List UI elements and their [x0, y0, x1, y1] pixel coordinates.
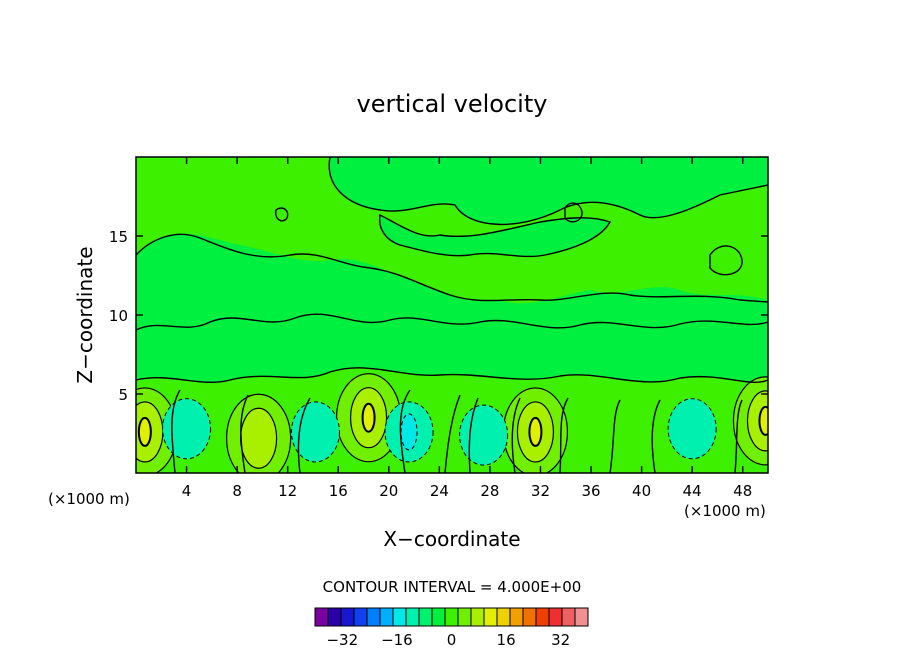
- colorbar-swatch: [340, 607, 355, 627]
- y-tick-label: 5: [118, 386, 128, 404]
- colorbar-swatch: [574, 607, 589, 627]
- x-unit-left: (×1000 m): [48, 490, 130, 508]
- colorbar-swatch: [561, 607, 576, 627]
- x-tick-label: 36: [581, 482, 600, 500]
- x-tick-label: 16: [329, 482, 348, 500]
- contour-line: [275, 202, 743, 276]
- contour-line: [171, 389, 743, 473]
- x-axis: 4 8 12 16 20 24 28 32 36 40 44 48: [182, 157, 752, 500]
- x-axis-label: X−coordinate: [383, 527, 520, 551]
- updraft-mid-contour: [240, 407, 278, 469]
- downdraft-contour: [290, 401, 340, 463]
- x-tick-label: 40: [632, 482, 651, 500]
- colorbar-swatch: [405, 607, 420, 627]
- colorbar-ticks: −32 −16 0 16 32: [326, 631, 570, 649]
- colorbar-swatch: [431, 607, 446, 627]
- contour-line: [136, 233, 768, 303]
- x-tick-label: 4: [182, 482, 192, 500]
- colorbar-swatch: [418, 607, 433, 627]
- colorbar-tick-label: −32: [326, 631, 358, 649]
- colorbar-tick-label: 16: [497, 631, 516, 649]
- contour-lines: [136, 157, 768, 473]
- colorbar-swatch: [392, 607, 407, 627]
- colorbar-swatch: [509, 607, 524, 627]
- downdraft-contour: [667, 398, 717, 460]
- colorbar-tick-label: 0: [447, 631, 457, 649]
- downdraft-contour: [459, 404, 509, 466]
- colorbar: [314, 607, 589, 627]
- contour-line: [136, 313, 768, 331]
- colorbar-tick-label: −16: [381, 631, 413, 649]
- y-tick-label: 15: [109, 228, 128, 246]
- contour-interval-label: CONTOUR INTERVAL = 4.000E+00: [323, 578, 582, 596]
- y-tick-label: 10: [109, 307, 128, 325]
- colorbar-swatch: [327, 607, 342, 627]
- colorbar-swatch: [444, 607, 459, 627]
- y-axis: 5 10 15: [109, 228, 768, 404]
- colorbar-tick-label: 32: [551, 631, 570, 649]
- updraft-core: [361, 402, 376, 433]
- downdraft-core: [400, 413, 418, 451]
- x-tick-label: 20: [379, 482, 398, 500]
- contour-line: [378, 213, 612, 258]
- updraft-core: [758, 405, 768, 436]
- chart-title: vertical velocity: [357, 90, 548, 118]
- colorbar-swatch: [496, 607, 511, 627]
- x-tick-label: 32: [531, 482, 550, 500]
- updraft-core: [528, 416, 543, 447]
- colorbar-swatch: [548, 607, 563, 627]
- x-unit-right: (×1000 m): [684, 502, 766, 520]
- colorbar-swatch: [457, 607, 472, 627]
- x-tick-label: 8: [232, 482, 242, 500]
- colorbar-swatch: [535, 607, 550, 627]
- updraft-core: [137, 416, 152, 447]
- colorbar-swatch: [470, 607, 485, 627]
- colorbar-swatch: [314, 607, 329, 627]
- zone-upper-center: [379, 215, 610, 257]
- colorbar-swatch: [366, 607, 381, 627]
- colorbar-swatch: [353, 607, 368, 627]
- colorbar-swatch: [522, 607, 537, 627]
- x-tick-label: 12: [278, 482, 297, 500]
- y-axis-label: Z−coordinate: [73, 246, 97, 383]
- contour-line: [328, 157, 768, 226]
- updraft-mid-contour: [746, 390, 768, 452]
- contour-line: [136, 367, 768, 384]
- x-tick-label: 44: [683, 482, 702, 500]
- colorbar-swatch: [483, 607, 498, 627]
- colorbar-swatch: [379, 607, 394, 627]
- downdraft-contour: [162, 398, 212, 460]
- x-tick-label: 28: [480, 482, 499, 500]
- x-tick-label: 24: [430, 482, 449, 500]
- zone-upper-light: [136, 157, 768, 304]
- x-tick-label: 48: [733, 482, 752, 500]
